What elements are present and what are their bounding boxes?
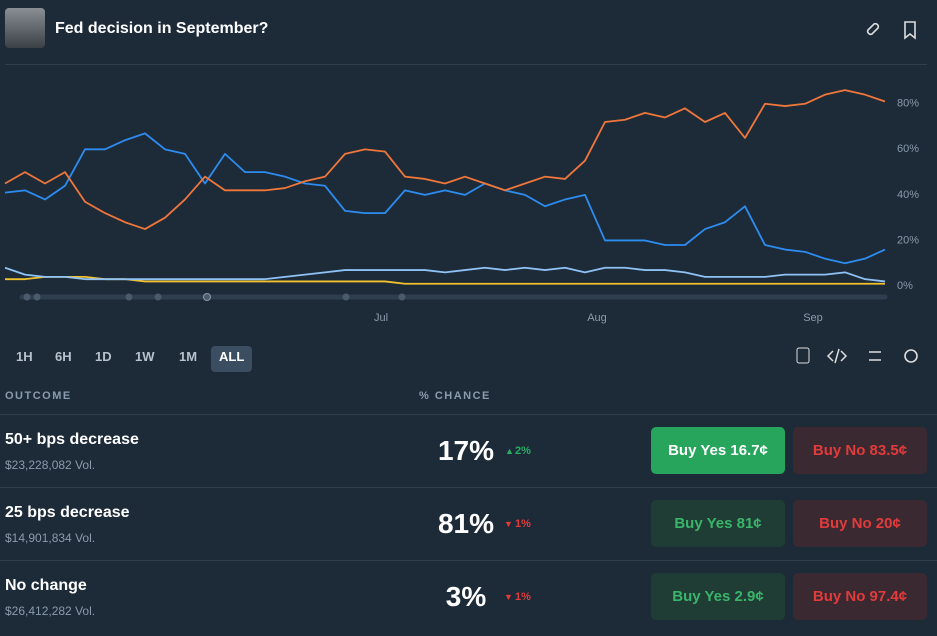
volume: $23,228,082 Vol.	[5, 458, 96, 472]
range-button[interactable]: ALL	[211, 346, 253, 372]
market-title: Fed decision in September?	[55, 20, 269, 37]
buy-no-button[interactable]: Buy No 83.5¢	[793, 427, 927, 474]
column-header: % CHANCE	[419, 390, 491, 402]
range-button[interactable]: 1W	[135, 349, 155, 364]
change: 2%	[515, 445, 531, 457]
buy-no-button[interactable]: Buy No 97.4¢	[793, 573, 927, 620]
header-icons[interactable]	[864, 20, 924, 40]
series-line	[5, 275, 885, 285]
tool-icons[interactable]	[793, 346, 923, 366]
column-header: OUTCOME	[5, 390, 72, 402]
change-arrow: ▲	[505, 446, 514, 456]
x-tick-label: Sep	[803, 312, 823, 324]
chance: 17%	[437, 435, 495, 466]
avatar	[5, 8, 45, 48]
chance: 3%	[445, 581, 487, 612]
series-line	[4, 89, 886, 230]
outcome-row: No change $26,412,282 Vol. 3% ▼ 1% Buy Yes 2.…	[0, 560, 937, 634]
outcome-row: 25 bps decrease $14,901,834 Vol. 81% ▼ 1% Buy…	[0, 487, 937, 561]
divider	[5, 64, 927, 65]
buy-no-button[interactable]: Buy No 20¢	[793, 500, 927, 547]
buy-yes-button[interactable]: Buy Yes 81¢	[651, 500, 785, 547]
buy-yes-button[interactable]: Buy Yes 16.7¢	[651, 427, 785, 474]
range-button[interactable]: 1D	[95, 349, 112, 364]
y-tick-label: 20%	[897, 234, 919, 246]
slider-dots[interactable]	[23, 293, 406, 301]
y-tick-label: 80%	[897, 98, 919, 110]
outcome-name: 25 bps decrease	[5, 504, 130, 521]
change: 1%	[515, 591, 531, 603]
x-tick-label: Aug	[587, 312, 607, 324]
chance: 81%	[437, 508, 495, 539]
outcome-name: No change	[5, 577, 87, 594]
change-arrow: ▼	[504, 519, 513, 529]
change: 1%	[515, 518, 531, 530]
range-button[interactable]: 1M	[179, 349, 198, 364]
y-tick-label: 60%	[897, 143, 919, 155]
chart: 0% 20% 40% 60% 80% Jul Aug Sep	[4, 89, 919, 324]
x-tick-label: Jul	[374, 312, 388, 324]
volume: $14,901,834 Vol.	[5, 531, 96, 545]
range-button[interactable]: 6H	[55, 349, 72, 364]
range-button[interactable]: 1H	[16, 349, 33, 364]
outcome-name: 50+ bps decrease	[5, 431, 139, 448]
series-line	[4, 132, 886, 265]
volume: $26,412,282 Vol.	[5, 604, 96, 618]
change-arrow: ▼	[504, 592, 513, 602]
y-tick-label: 40%	[897, 189, 919, 201]
y-tick-label: 0%	[897, 280, 913, 292]
buy-yes-button[interactable]: Buy Yes 2.9¢	[651, 573, 785, 620]
outcome-row: 50+ bps decrease $23,228,082 Vol. 17% ▲ 2% Bu…	[0, 414, 937, 488]
series-line	[4, 266, 886, 283]
